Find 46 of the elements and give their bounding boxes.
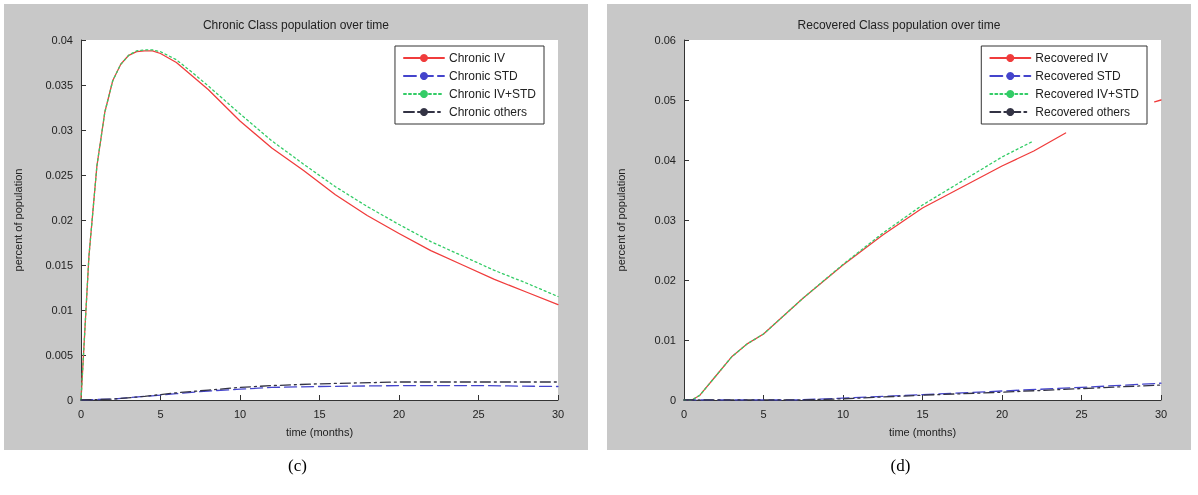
legend-label: Chronic STD [448,69,518,83]
x-tick-label: 25 [472,407,485,420]
y-axis-title: percent of population [11,168,24,272]
text: (d) [889,456,912,476]
x-tick-label: 15 [313,407,326,420]
x-tick-label: 0 [77,407,85,420]
y-tick-label: 0.01 [654,334,676,346]
y-tick-label: 0 [669,394,676,406]
y-tick-label: 0.035 [45,79,73,91]
y-tick-label: 0.02 [654,274,676,286]
y-tick-label: 0.015 [45,259,73,271]
x-tick-label: 30 [1154,407,1168,420]
legend-label: Chronic IV [448,51,505,65]
x-tick-label: 5 [157,407,164,420]
x-axis-title: time (months) [888,425,957,438]
x-tick-label: 20 [392,407,406,420]
legend-label: Recovered others [1035,105,1131,119]
chart-title: Recovered Class population over time [797,18,1001,32]
y-tick-label: 0.04 [51,34,73,46]
y-tick-label: 0.02 [51,214,73,226]
legend-label: Recovered IV [1035,51,1108,65]
y-tick-label: 0.03 [654,214,676,226]
y-tick-label: 0 [66,394,73,406]
x-tick-label: 10 [233,407,247,420]
y-tick-label: 0.03 [51,124,73,136]
y-tick-label: 0.01 [51,304,73,316]
y-axis-title: percent of population [614,168,627,272]
y-tick-label: 0.025 [45,169,73,181]
legend-label: Recovered STD [1035,69,1121,83]
chart-title: Chronic Class population over time [202,18,390,32]
legend-label: Chronic others [448,105,528,119]
legend-label: Recovered IV+STD [1035,87,1140,101]
y-tick-label: 0.06 [654,34,676,46]
y-tick-label: 0.05 [654,94,676,106]
text: (c) [287,456,308,476]
x-tick-label: 15 [916,407,929,420]
x-tick-label: 20 [995,407,1009,420]
x-tick-label: 30 [551,407,565,420]
x-tick-label: 0 [680,407,688,420]
x-tick-label: 25 [1075,407,1088,420]
legend-label: Chronic IV+STD [448,87,537,101]
x-axis-title: time (months) [285,425,354,438]
y-tick-label: 0.04 [654,154,676,166]
x-tick-label: 10 [836,407,850,420]
y-tick-label: 0.005 [45,349,73,361]
x-tick-label: 5 [760,407,767,420]
